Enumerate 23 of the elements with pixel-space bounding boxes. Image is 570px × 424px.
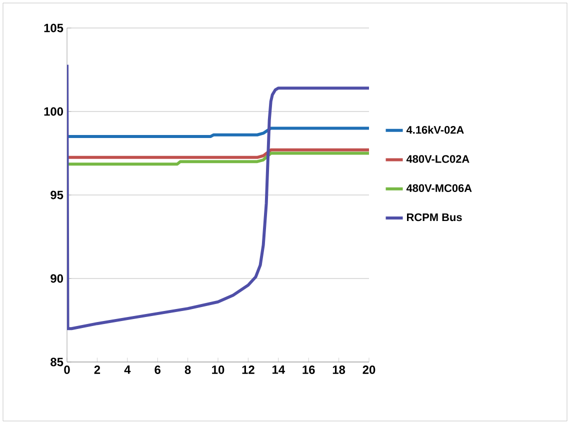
x-tick-label: 12 xyxy=(242,366,254,374)
line-series xyxy=(67,126,370,138)
x-tick-label: 16 xyxy=(302,366,315,374)
x-tick-label: 0 xyxy=(64,366,70,374)
x-tick-label: 4 xyxy=(124,366,131,374)
y-tick-label: 90 xyxy=(50,274,63,283)
y-tick-label: 85 xyxy=(50,358,64,366)
line-series xyxy=(67,63,370,330)
y-tick-label: 100 xyxy=(44,107,63,116)
legend-label: 480V-MC06A xyxy=(406,184,472,192)
x-tick-label: 18 xyxy=(332,366,346,374)
x-tick-label: 20 xyxy=(362,366,376,374)
legend-label: 4.16kV-02A xyxy=(406,126,464,134)
x-tick-label: 2 xyxy=(94,366,100,374)
legend-label: 480V-LC02A xyxy=(406,155,470,163)
y-tick-label: 105 xyxy=(44,24,64,32)
x-tick-label: 6 xyxy=(154,366,160,374)
legend-label: RCPM Bus xyxy=(407,213,462,222)
x-tick-label: 14 xyxy=(272,366,285,374)
line-series xyxy=(67,152,370,166)
x-tick-label: 8 xyxy=(184,366,191,374)
y-tick-label: 95 xyxy=(50,190,64,200)
x-tick-label: 10 xyxy=(212,366,224,374)
